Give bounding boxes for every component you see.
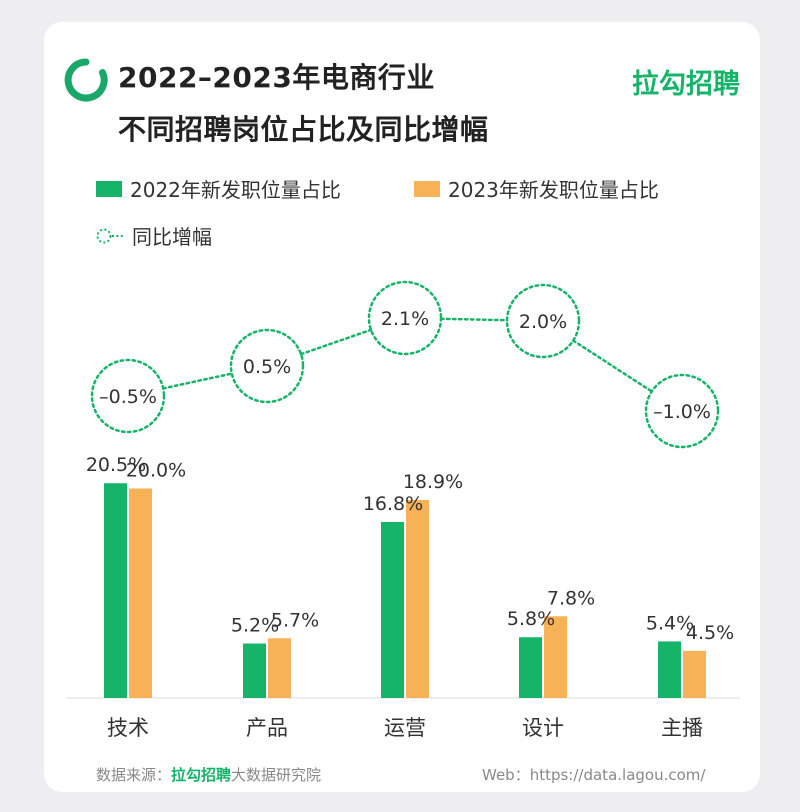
- bar-2023-label-4: 4.5%: [686, 622, 734, 644]
- bar-2023-label-2: 18.9%: [403, 471, 463, 493]
- bar-2023-1: [268, 638, 291, 698]
- footer-source: 数据来源：拉勾招聘大数据研究院: [96, 764, 321, 785]
- brand-logo-text: 拉勾招聘: [632, 69, 740, 100]
- bar-2022-label-4: 5.4%: [646, 612, 694, 634]
- chart-title-line1: 2022–2023年电商行业: [118, 61, 435, 94]
- bar-2022-label-2: 16.8%: [363, 493, 423, 515]
- growth-line-segment-3: [571, 339, 654, 393]
- chart-title-line2: 不同招聘岗位占比及同比增幅: [118, 113, 489, 146]
- bar-2022-2: [381, 522, 404, 698]
- growth-label-0: –0.5%: [99, 386, 157, 408]
- growth-label-1: 0.5%: [243, 356, 291, 378]
- bar-2022-4: [658, 641, 681, 698]
- bar-2022-3: [519, 637, 542, 698]
- legend-2023-swatch: [414, 180, 440, 197]
- x-tick-label-0: 技术: [107, 716, 149, 740]
- bar-2023-4: [683, 650, 706, 698]
- x-tick-label-1: 产品: [246, 716, 288, 740]
- bar-2023-label-1: 5.7%: [271, 609, 319, 631]
- bar-2022-0: [104, 483, 127, 698]
- bar-2023-3: [544, 616, 567, 698]
- bar-2022-label-3: 5.8%: [507, 608, 555, 630]
- legend-2022-label: 2022年新发职位量占比: [130, 178, 341, 202]
- growth-label-2: 2.1%: [381, 308, 429, 330]
- growth-line-segment-2: [439, 317, 509, 322]
- legend-growth: 同比增幅: [96, 221, 212, 250]
- legend-2023: 2023年新发职位量占比: [414, 174, 659, 203]
- bar-2023-label-0: 20.0%: [126, 459, 186, 481]
- bar-2023-0: [129, 488, 152, 698]
- logo-ring-icon: [64, 58, 108, 102]
- bar-2023-label-3: 7.8%: [547, 587, 595, 609]
- bar-2022-1: [243, 643, 266, 698]
- growth-label-3: 2.0%: [519, 311, 567, 333]
- legend-growth-label: 同比增幅: [132, 225, 212, 249]
- footer-source-suffix: 大数据研究院: [231, 766, 322, 784]
- growth-line-segment-1: [299, 328, 373, 356]
- growth-point-4: [644, 373, 720, 449]
- footer-source-prefix: 数据来源：: [96, 766, 172, 784]
- legend-2022: 2022年新发职位量占比: [96, 174, 341, 203]
- growth-point-2: [367, 280, 443, 356]
- legend-2022-swatch: [96, 180, 122, 197]
- legend-2023-label: 2023年新发职位量占比: [448, 178, 659, 202]
- growth-point-0: [90, 358, 166, 434]
- growth-label-4: –1.0%: [653, 401, 711, 423]
- legend-growth-swatch: [96, 228, 124, 243]
- footer-web: Web：https://data.lagou.com/: [482, 766, 706, 784]
- bar-2023-2: [406, 500, 429, 698]
- growth-point-3: [505, 283, 581, 359]
- growth-point-1: [229, 328, 305, 404]
- x-tick-label-3: 设计: [522, 716, 564, 740]
- bar-2022-label-1: 5.2%: [231, 615, 279, 637]
- bar-2022-label-0: 20.5%: [86, 454, 146, 476]
- x-tick-label-4: 主播: [661, 716, 703, 740]
- footer-source-brand: 拉勾招聘: [171, 766, 232, 784]
- growth-line-segment-0: [161, 372, 234, 390]
- x-tick-label-2: 运营: [384, 716, 426, 740]
